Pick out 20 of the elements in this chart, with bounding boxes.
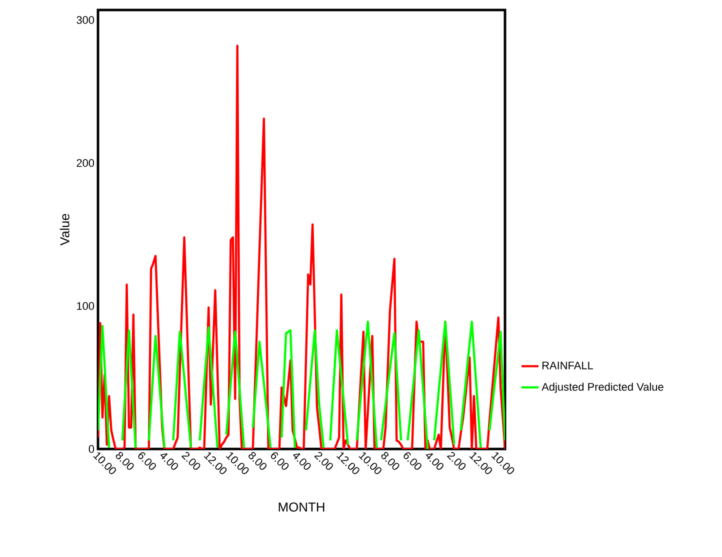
y-tick-label: 0 [88, 445, 94, 453]
x-tick-label: 6.00 [404, 452, 422, 470]
x-tick-label: 2.00 [314, 452, 333, 470]
x-tick-label: 2.00 [181, 452, 200, 470]
y-tick-label: 300 [76, 16, 94, 24]
x-tick-label: 8.00 [381, 452, 400, 470]
x-tick-label: 2.00 [446, 452, 466, 470]
x-tick-label: 8.00 [116, 452, 134, 470]
x-tick-label: 6.00 [270, 452, 289, 470]
y-tick-label: 100 [77, 302, 94, 310]
y-axis-title: Value [60, 214, 70, 246]
x-tick-label: 4.00 [160, 453, 178, 470]
y-tick-label: 200 [76, 159, 94, 167]
legend-label: Adjusted Predicted Value [542, 382, 664, 393]
x-tick-label: 4.00 [426, 453, 444, 470]
x-tick-label: 8.00 [248, 452, 267, 470]
x-tick-label: 4.00 [293, 453, 311, 470]
legend-label: RAINFALL [542, 362, 594, 370]
x-axis-title: MONTH [278, 502, 324, 512]
x-tick-label: 6.00 [138, 452, 156, 470]
